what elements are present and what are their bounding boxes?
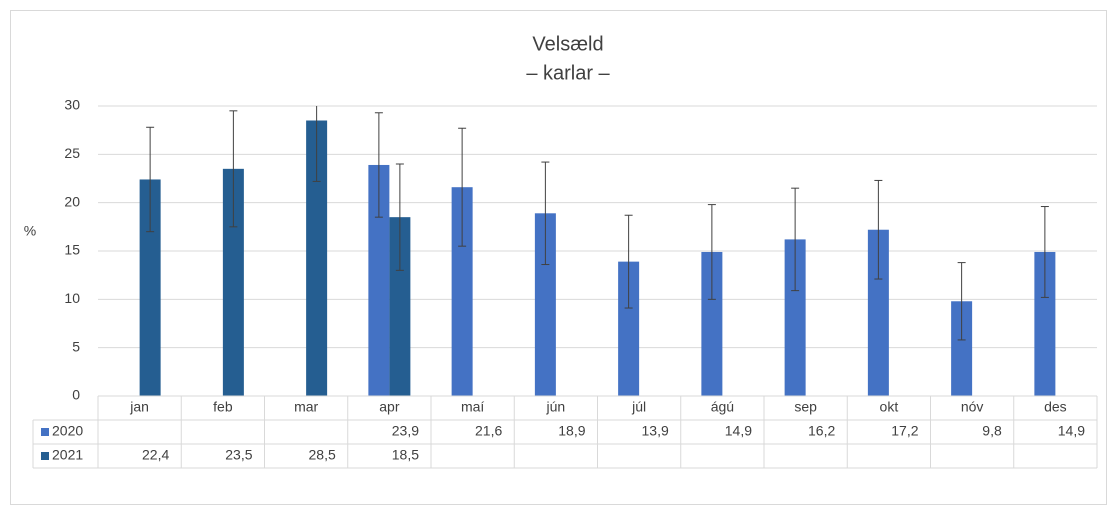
bar	[368, 164, 390, 396]
bar	[784, 239, 806, 396]
bar	[867, 229, 889, 396]
y-tick-label: 30	[64, 97, 80, 113]
bar	[389, 217, 411, 396]
legend-swatch	[41, 452, 49, 460]
table-cell: 28,5	[309, 447, 336, 463]
y-axis-label: %	[24, 223, 36, 239]
bar	[1034, 251, 1056, 396]
chart-border	[10, 10, 1107, 505]
x-tick-label: maí	[461, 399, 484, 415]
error-bar	[146, 126, 155, 233]
legend-label: 2020	[52, 423, 83, 439]
table-cell: 22,4	[142, 447, 169, 463]
error-bar	[791, 187, 800, 292]
x-tick-label: jan	[129, 399, 149, 415]
bar	[222, 168, 244, 396]
x-tick-label: nóv	[961, 399, 984, 415]
error-bar	[312, 106, 321, 182]
bar	[534, 213, 556, 396]
bar	[701, 251, 723, 396]
table-cell: 23,9	[392, 423, 419, 439]
x-tick-label: sep	[794, 399, 817, 415]
chart-title: Velsæld	[532, 33, 603, 55]
legend-label: 2021	[52, 447, 83, 463]
x-tick-label: mar	[294, 399, 318, 415]
y-tick-label: 15	[64, 242, 80, 258]
error-bar	[395, 163, 404, 271]
error-bar	[1040, 206, 1049, 298]
table-cell: 14,9	[1058, 423, 1085, 439]
chart-subtitle: – karlar –	[526, 62, 610, 84]
bar	[618, 261, 640, 396]
error-bar	[707, 204, 716, 300]
x-tick-label: apr	[379, 399, 400, 415]
bar	[306, 120, 328, 396]
error-bar	[541, 161, 550, 266]
table-cell: 17,2	[891, 423, 918, 439]
x-tick-label: ágú	[711, 399, 734, 415]
error-bar	[624, 214, 633, 309]
bar	[951, 301, 973, 396]
table-cell: 21,6	[475, 423, 502, 439]
table-cell: 18,5	[392, 447, 419, 463]
y-tick-label: 10	[64, 290, 80, 306]
table-cell: 9,8	[982, 423, 1002, 439]
x-tick-label: júl	[631, 399, 646, 415]
table-cell: 23,5	[225, 447, 252, 463]
x-tick-label: feb	[213, 399, 233, 415]
y-tick-label: 25	[64, 145, 80, 161]
table-cell: 13,9	[642, 423, 669, 439]
x-tick-label: okt	[880, 399, 899, 415]
error-bar	[458, 127, 467, 247]
legend-swatch	[41, 428, 49, 436]
error-bar	[874, 179, 883, 280]
table-cell: 14,9	[725, 423, 752, 439]
error-bar	[374, 112, 383, 218]
bar	[139, 179, 161, 396]
table-cell: 16,2	[808, 423, 835, 439]
y-tick-label: 5	[72, 338, 80, 354]
y-tick-label: 0	[72, 387, 80, 403]
y-tick-label: 20	[64, 193, 80, 209]
error-bar	[229, 110, 238, 228]
bars	[139, 106, 1056, 396]
error-bar	[957, 262, 966, 341]
x-tick-label: des	[1044, 399, 1067, 415]
bar	[451, 187, 473, 396]
x-tick-label: jún	[546, 399, 566, 415]
table-cell: 18,9	[558, 423, 585, 439]
